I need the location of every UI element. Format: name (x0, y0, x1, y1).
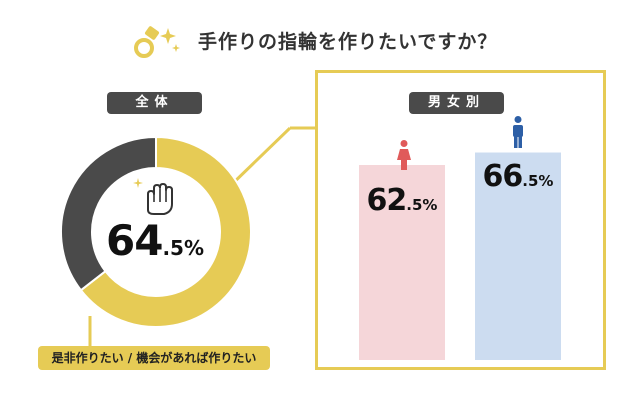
chart-title-area: 手作りの指輪を作りたいですか？ (0, 22, 640, 62)
male-percentage-int: 66 (482, 159, 524, 194)
overall-percentage-int: 64 (105, 216, 163, 265)
gender-label: 男女別 (409, 92, 504, 114)
hand-icon (133, 178, 173, 215)
female-percentage: 62.5% (359, 183, 445, 218)
ring-icon (134, 26, 180, 58)
male-percentage: 66.5% (475, 159, 561, 194)
overall-percentage-dec: .5% (162, 236, 204, 260)
answer-category-label: 是非作りたい / 機会があれば作りたい (38, 346, 270, 370)
gender-panel (315, 70, 606, 370)
female-bar (359, 165, 445, 360)
donut-slice-other (60, 135, 157, 292)
donut-slice-yes (79, 135, 252, 328)
female-icon (397, 140, 411, 170)
male-bar (475, 152, 561, 360)
male-percentage-dec: .5% (522, 172, 554, 190)
connector-line (226, 126, 292, 190)
overall-percentage: 64.5% (95, 216, 215, 265)
male-icon (513, 116, 523, 148)
chart-title: 手作りの指輪を作りたいですか？ (198, 31, 498, 53)
overall-label: 全体 (107, 92, 202, 114)
female-percentage-int: 62 (366, 183, 408, 218)
female-percentage-dec: .5% (406, 196, 438, 214)
